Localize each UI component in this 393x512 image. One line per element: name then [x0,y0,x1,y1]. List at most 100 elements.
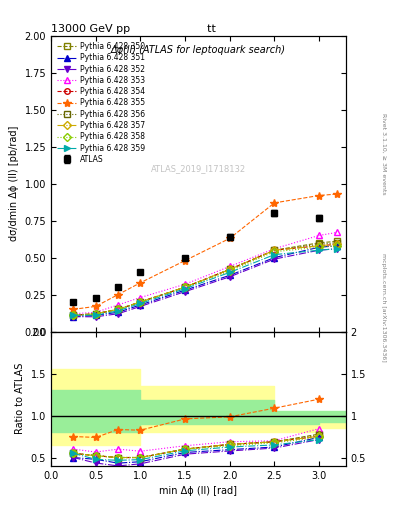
Pythia 6.428 356 [138,299,143,305]
Pythia 6.428 355 [183,258,187,264]
Pythia 6.428 357 [334,241,339,247]
Pythia 6.428 358 [228,268,232,274]
Pythia 6.428 357 [228,266,232,272]
Pythia 6.428 352 [334,246,339,252]
Pythia 6.428 359 [183,286,187,292]
Pythia 6.428 352 [71,314,76,320]
Line: Pythia 6.428 351: Pythia 6.428 351 [71,243,340,319]
Text: Δφ(ll) (ATLAS for leptoquark search): Δφ(ll) (ATLAS for leptoquark search) [111,45,286,55]
Pythia 6.428 357 [94,311,98,317]
Line: Pythia 6.428 354: Pythia 6.428 354 [71,242,340,318]
Pythia 6.428 358 [71,312,76,318]
Pythia 6.428 355 [116,291,120,297]
X-axis label: min Δϕ (ll) [rad]: min Δϕ (ll) [rad] [160,486,237,496]
Pythia 6.428 355 [334,191,339,197]
Pythia 6.428 358 [138,299,143,305]
Pythia 6.428 354 [116,306,120,312]
Y-axis label: dσ/dmin Δϕ (ll) [pb/rad]: dσ/dmin Δϕ (ll) [pb/rad] [9,126,19,241]
Pythia 6.428 356 [334,240,339,246]
Pythia 6.428 356 [94,311,98,317]
Pythia 6.428 359 [138,301,143,307]
Pythia 6.428 354 [317,243,321,249]
Line: Pythia 6.428 355: Pythia 6.428 355 [69,190,341,313]
Pythia 6.428 354 [272,247,277,253]
Pythia 6.428 352 [183,289,187,295]
Pythia 6.428 350 [228,266,232,272]
Pythia 6.428 354 [138,299,143,305]
Y-axis label: Ratio to ATLAS: Ratio to ATLAS [15,363,25,434]
Pythia 6.428 353 [71,311,76,317]
Pythia 6.428 350 [138,299,143,305]
Pythia 6.428 356 [272,247,277,253]
Pythia 6.428 359 [317,247,321,253]
Pythia 6.428 357 [71,312,76,318]
Pythia 6.428 350 [116,306,120,312]
Pythia 6.428 351 [138,302,143,308]
Pythia 6.428 358 [272,249,277,255]
Pythia 6.428 354 [228,266,232,272]
Pythia 6.428 351 [334,243,339,249]
Pythia 6.428 353 [317,232,321,239]
Pythia 6.428 352 [317,247,321,253]
Pythia 6.428 351 [183,287,187,293]
Pythia 6.428 358 [94,311,98,317]
Pythia 6.428 359 [94,312,98,318]
Pythia 6.428 358 [334,243,339,249]
Line: Pythia 6.428 359: Pythia 6.428 359 [71,246,340,318]
Pythia 6.428 355 [228,236,232,242]
Pythia 6.428 359 [71,312,76,318]
Pythia 6.428 359 [334,246,339,252]
Pythia 6.428 354 [94,311,98,317]
Pythia 6.428 358 [116,306,120,312]
Pythia 6.428 351 [272,254,277,261]
Pythia 6.428 350 [317,240,321,246]
Pythia 6.428 350 [183,284,187,290]
Text: 13000 GeV pp                      tt: 13000 GeV pp tt [51,24,216,34]
Pythia 6.428 353 [334,229,339,236]
Text: ATLAS_2019_I1718132: ATLAS_2019_I1718132 [151,164,246,174]
Pythia 6.428 353 [228,263,232,269]
Text: Rivet 3.1.10, ≥ 3M events: Rivet 3.1.10, ≥ 3M events [381,113,386,195]
Pythia 6.428 353 [138,294,143,301]
Pythia 6.428 358 [317,244,321,250]
Pythia 6.428 357 [138,299,143,305]
Pythia 6.428 355 [71,306,76,312]
Pythia 6.428 352 [94,314,98,320]
Legend: Pythia 6.428 350, Pythia 6.428 351, Pythia 6.428 352, Pythia 6.428 353, Pythia 6: Pythia 6.428 350, Pythia 6.428 351, Pyth… [55,39,147,166]
Pythia 6.428 355 [272,200,277,206]
Line: Pythia 6.428 353: Pythia 6.428 353 [71,230,340,316]
Pythia 6.428 359 [272,251,277,258]
Pythia 6.428 357 [317,243,321,249]
Pythia 6.428 353 [116,302,120,308]
Line: Pythia 6.428 350: Pythia 6.428 350 [71,239,340,318]
Line: Pythia 6.428 352: Pythia 6.428 352 [71,246,340,319]
Pythia 6.428 350 [334,238,339,244]
Pythia 6.428 352 [228,274,232,280]
Pythia 6.428 350 [94,311,98,317]
Pythia 6.428 352 [116,311,120,317]
Pythia 6.428 353 [94,309,98,315]
Pythia 6.428 356 [228,266,232,272]
Pythia 6.428 351 [94,312,98,318]
Line: Pythia 6.428 356: Pythia 6.428 356 [71,240,340,318]
Pythia 6.428 355 [138,280,143,286]
Pythia 6.428 350 [272,247,277,253]
Pythia 6.428 357 [272,247,277,253]
Pythia 6.428 359 [228,269,232,275]
Pythia 6.428 351 [71,314,76,320]
Pythia 6.428 359 [116,308,120,314]
Pythia 6.428 353 [183,281,187,287]
Pythia 6.428 350 [71,312,76,318]
Pythia 6.428 353 [272,246,277,252]
Pythia 6.428 351 [116,309,120,315]
Pythia 6.428 355 [317,193,321,199]
Pythia 6.428 357 [183,284,187,290]
Line: Pythia 6.428 358: Pythia 6.428 358 [71,243,340,318]
Pythia 6.428 354 [71,312,76,318]
Pythia 6.428 354 [183,284,187,290]
Pythia 6.428 351 [228,272,232,279]
Pythia 6.428 351 [317,244,321,250]
Line: Pythia 6.428 357: Pythia 6.428 357 [71,242,340,318]
Pythia 6.428 356 [116,306,120,312]
Pythia 6.428 356 [317,241,321,247]
